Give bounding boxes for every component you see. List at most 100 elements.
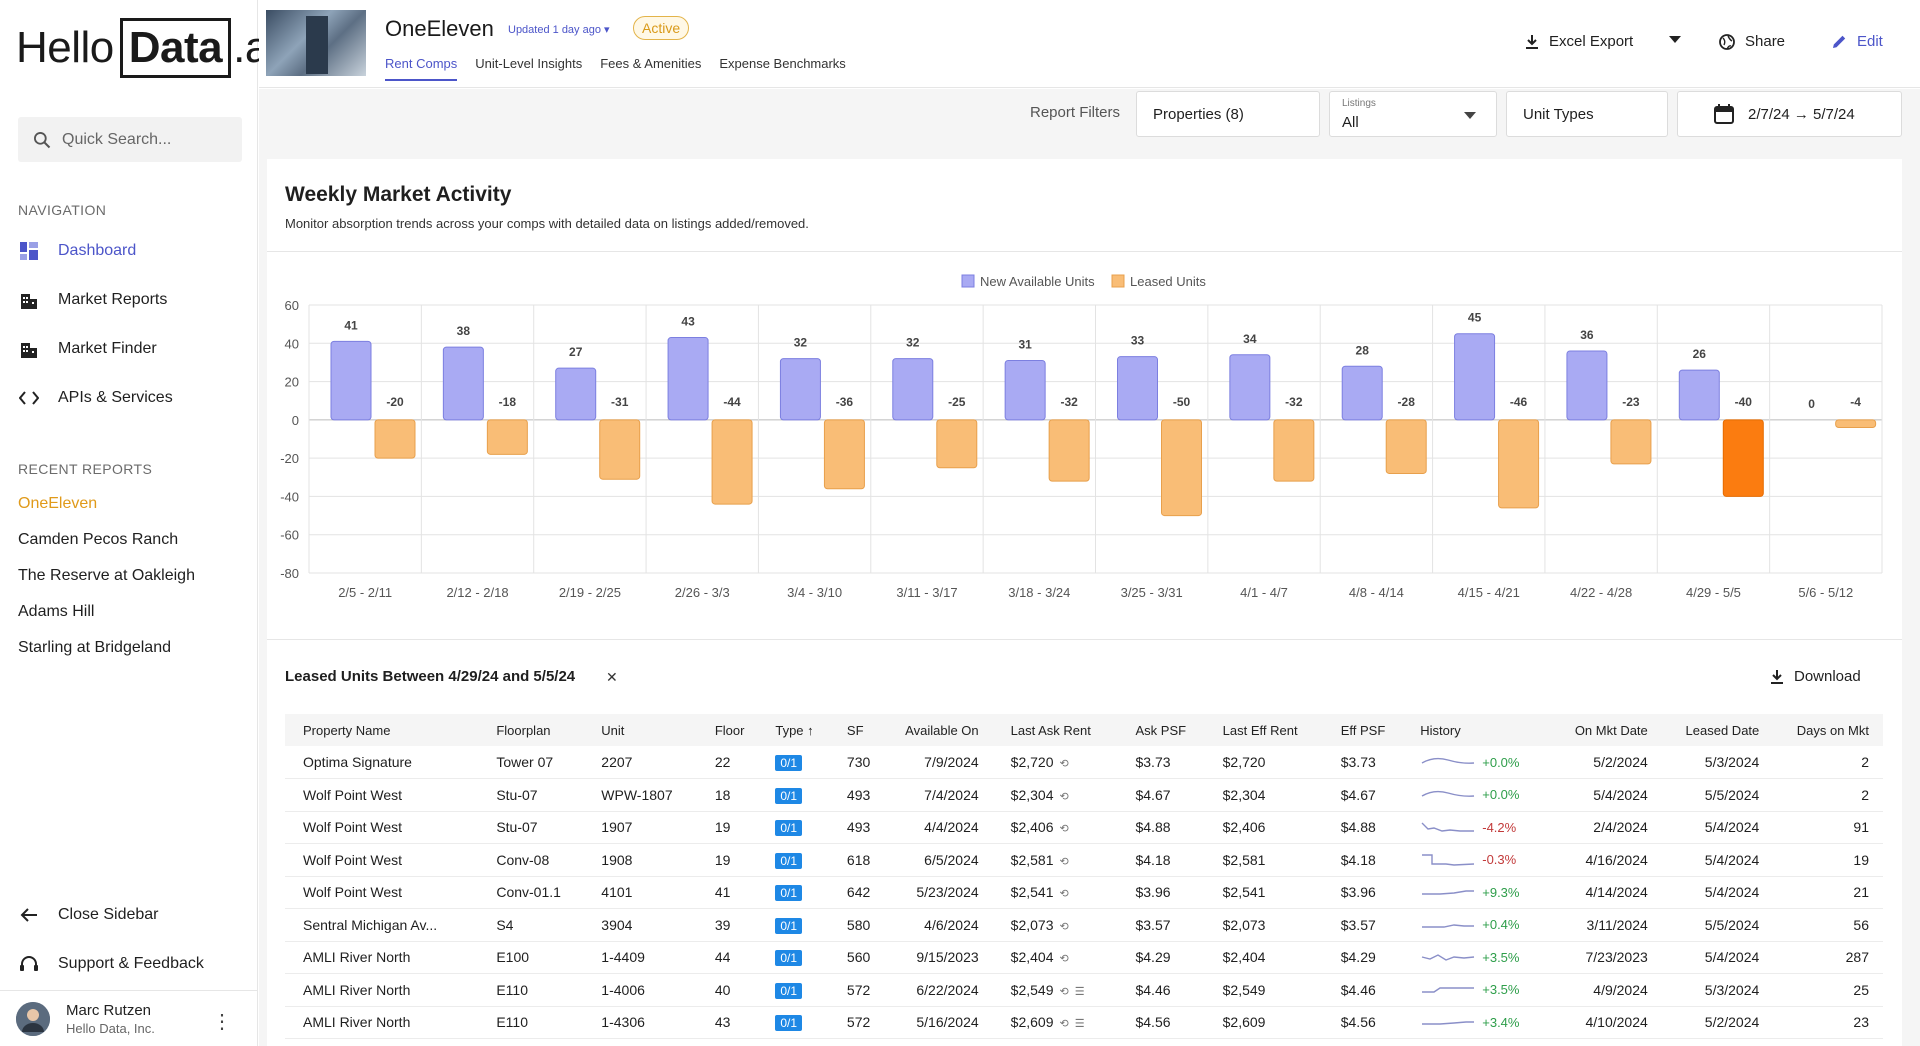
- quick-search[interactable]: [18, 117, 242, 162]
- cell-sf: 618: [828, 843, 882, 877]
- recent-report-item[interactable]: The Reserve at Oakleigh: [18, 567, 195, 584]
- tab-expense-benchmarks[interactable]: Expense Benchmarks: [719, 56, 846, 71]
- nav-market-finder[interactable]: Market Finder: [18, 335, 157, 363]
- share-button[interactable]: Share: [1719, 33, 1785, 50]
- cell-type: 0/1: [757, 908, 829, 942]
- history-icon[interactable]: ⟲: [1059, 920, 1069, 933]
- nav-market-reports[interactable]: Market Reports: [18, 286, 167, 314]
- col-leased-date[interactable]: Leased Date: [1661, 714, 1774, 746]
- sliders-icon[interactable]: ☰: [1074, 1018, 1085, 1031]
- recent-report-item[interactable]: OneEleven: [18, 495, 98, 512]
- history-icon[interactable]: ⟲: [1059, 855, 1069, 868]
- col-floorplan[interactable]: Floorplan: [478, 714, 584, 746]
- export-menu-caret[interactable]: [1669, 36, 1681, 44]
- history-icon[interactable]: ⟲: [1059, 985, 1069, 998]
- col-floor[interactable]: Floor: [696, 714, 758, 746]
- ask-rent-value: $2,073: [1010, 916, 1054, 933]
- cell-last-ask-rent: $2,406 ⟲: [992, 811, 1118, 844]
- data-label-leased: -50: [1173, 395, 1191, 409]
- history-icon[interactable]: ⟲: [1059, 790, 1069, 803]
- history-icon[interactable]: ⟲: [1059, 758, 1069, 770]
- ask-rent-value: $2,404: [1010, 949, 1054, 966]
- table-row[interactable]: AMLI River North E110 1-4006 40 0/1 572 6/22/2…: [285, 973, 1883, 1007]
- cell-type: 0/1: [757, 973, 829, 1007]
- tab-fees-amenities[interactable]: Fees & Amenities: [600, 56, 702, 71]
- col-last-eff-rent[interactable]: Last Eff Rent: [1204, 714, 1323, 746]
- table-row[interactable]: Wolf Point West Conv-01.1 4101 41 0/1 642 5/23…: [285, 876, 1883, 909]
- nav-dashboard[interactable]: Dashboard: [18, 237, 136, 265]
- more-vertical-icon[interactable]: ⋮: [212, 1011, 232, 1033]
- updated-dropdown[interactable]: Updated 1 day ago ▾: [508, 23, 610, 36]
- col-type[interactable]: Type ↑: [757, 714, 829, 746]
- table-row[interactable]: Sentral Michigan Av... S4 3904 39 0/1 580 4/6/…: [285, 908, 1883, 942]
- search-input[interactable]: [62, 130, 232, 149]
- tab-rent-comps[interactable]: Rent Comps: [385, 56, 458, 81]
- bar-new-available: [892, 358, 934, 421]
- recent-report-item[interactable]: Camden Pecos Ranch: [18, 531, 179, 548]
- col-on-mkt-date[interactable]: On Mkt Date: [1551, 714, 1662, 746]
- support-feedback-button[interactable]: Support & Feedback: [18, 950, 204, 978]
- table-row[interactable]: Wolf Point West Conv-08 1908 19 0/1 618 6/5/20…: [285, 843, 1883, 877]
- logo[interactable]: Hello Data .ai: [16, 18, 279, 78]
- properties-filter[interactable]: Properties (8): [1136, 91, 1320, 137]
- table-row[interactable]: AMLI River North E100 1-4409 44 0/1 560 9/15/2…: [285, 941, 1883, 974]
- cell-last-eff-rent: $2,406: [1204, 811, 1323, 844]
- listings-filter[interactable]: Listings All: [1329, 91, 1497, 137]
- data-label-leased: -32: [1285, 395, 1303, 409]
- cell-days-on-mkt: 2: [1773, 778, 1883, 812]
- cell-last-eff-rent: $2,073: [1204, 908, 1323, 942]
- recent-report-item[interactable]: Starling at Bridgeland: [18, 639, 171, 656]
- cell-unit: 4101: [583, 876, 697, 909]
- col-history[interactable]: History: [1402, 714, 1552, 746]
- x-tick-label: 3/25 - 3/31: [1121, 585, 1183, 600]
- table-row[interactable]: Wolf Point West Stu-07 1907 19 0/1 493 4/4/202…: [285, 811, 1883, 844]
- tab-unit-level-insights[interactable]: Unit-Level Insights: [475, 56, 583, 71]
- buildings-icon: [18, 338, 40, 360]
- type-chip: 0/1: [775, 1015, 803, 1032]
- close-sidebar-button[interactable]: Close Sidebar: [18, 901, 159, 929]
- cell-sf: 572: [828, 1006, 882, 1039]
- caret-down-icon: ▾: [604, 24, 610, 36]
- date-range-filter[interactable]: 2/7/24 → 5/7/24: [1677, 91, 1902, 137]
- user-profile[interactable]: Marc Rutzen Hello Data, Inc. ⋮: [0, 990, 258, 1046]
- ask-rent-value: $2,406: [1010, 819, 1054, 836]
- col-sf[interactable]: SF: [828, 714, 882, 746]
- col-eff-psf[interactable]: Eff PSF: [1322, 714, 1403, 746]
- buildings-icon: [18, 289, 40, 311]
- cell-last-ask-rent: $2,073 ⟲: [992, 908, 1118, 942]
- download-button[interactable]: Download: [1770, 668, 1861, 685]
- col-available-on[interactable]: Available On: [881, 714, 993, 746]
- table-row[interactable]: AMLI River North E110 1-4306 43 0/1 572 5/16/2…: [285, 1006, 1883, 1039]
- recent-report-item[interactable]: Adams Hill: [18, 603, 95, 620]
- cell-property: Wolf Point West: [285, 811, 479, 844]
- bar-new-available: [330, 340, 372, 421]
- type-chip: 0/1: [775, 787, 803, 804]
- bar-new-available: [1004, 360, 1046, 421]
- close-icon[interactable]: ✕: [606, 669, 618, 685]
- history-icon[interactable]: ⟲: [1059, 888, 1069, 901]
- x-tick-label: 4/8 - 4/14: [1349, 585, 1404, 600]
- col-unit[interactable]: Unit: [583, 714, 697, 746]
- sliders-icon[interactable]: ☰: [1074, 985, 1085, 998]
- history-icon[interactable]: ⟲: [1059, 1018, 1069, 1031]
- table-row[interactable]: Wolf Point West Stu-07 WPW-1807 18 0/1 493 7/4…: [285, 778, 1883, 812]
- x-tick-label: 4/15 - 4/21: [1458, 585, 1520, 600]
- type-chip: 0/1: [775, 950, 803, 967]
- data-label-new-available: 28: [1356, 343, 1370, 357]
- data-label-leased: -32: [1060, 395, 1078, 409]
- col-last-ask-rent[interactable]: Last Ask Rent: [992, 714, 1118, 746]
- edit-button[interactable]: Edit: [1832, 33, 1883, 50]
- divider: [267, 639, 1902, 640]
- col-property-name[interactable]: Property Name: [285, 714, 479, 746]
- cell-on-mkt-date: 2/4/2024: [1551, 811, 1662, 844]
- col-ask-psf[interactable]: Ask PSF: [1117, 714, 1205, 746]
- history-icon[interactable]: ⟲: [1059, 823, 1069, 836]
- history-icon[interactable]: ⟲: [1059, 953, 1069, 966]
- table-row[interactable]: Optima Signature Tower 07 2207 22 0/1 730 7/9/…: [285, 746, 1883, 779]
- excel-export-button[interactable]: Excel Export: [1525, 33, 1633, 50]
- history-change: -0.3%: [1482, 852, 1517, 868]
- unit-types-filter[interactable]: Unit Types: [1506, 91, 1668, 137]
- col-days-on-mkt[interactable]: Days on Mkt: [1773, 714, 1883, 746]
- cell-history: +9.3%: [1402, 876, 1552, 909]
- nav-apis-services[interactable]: APIs & Services: [18, 384, 173, 412]
